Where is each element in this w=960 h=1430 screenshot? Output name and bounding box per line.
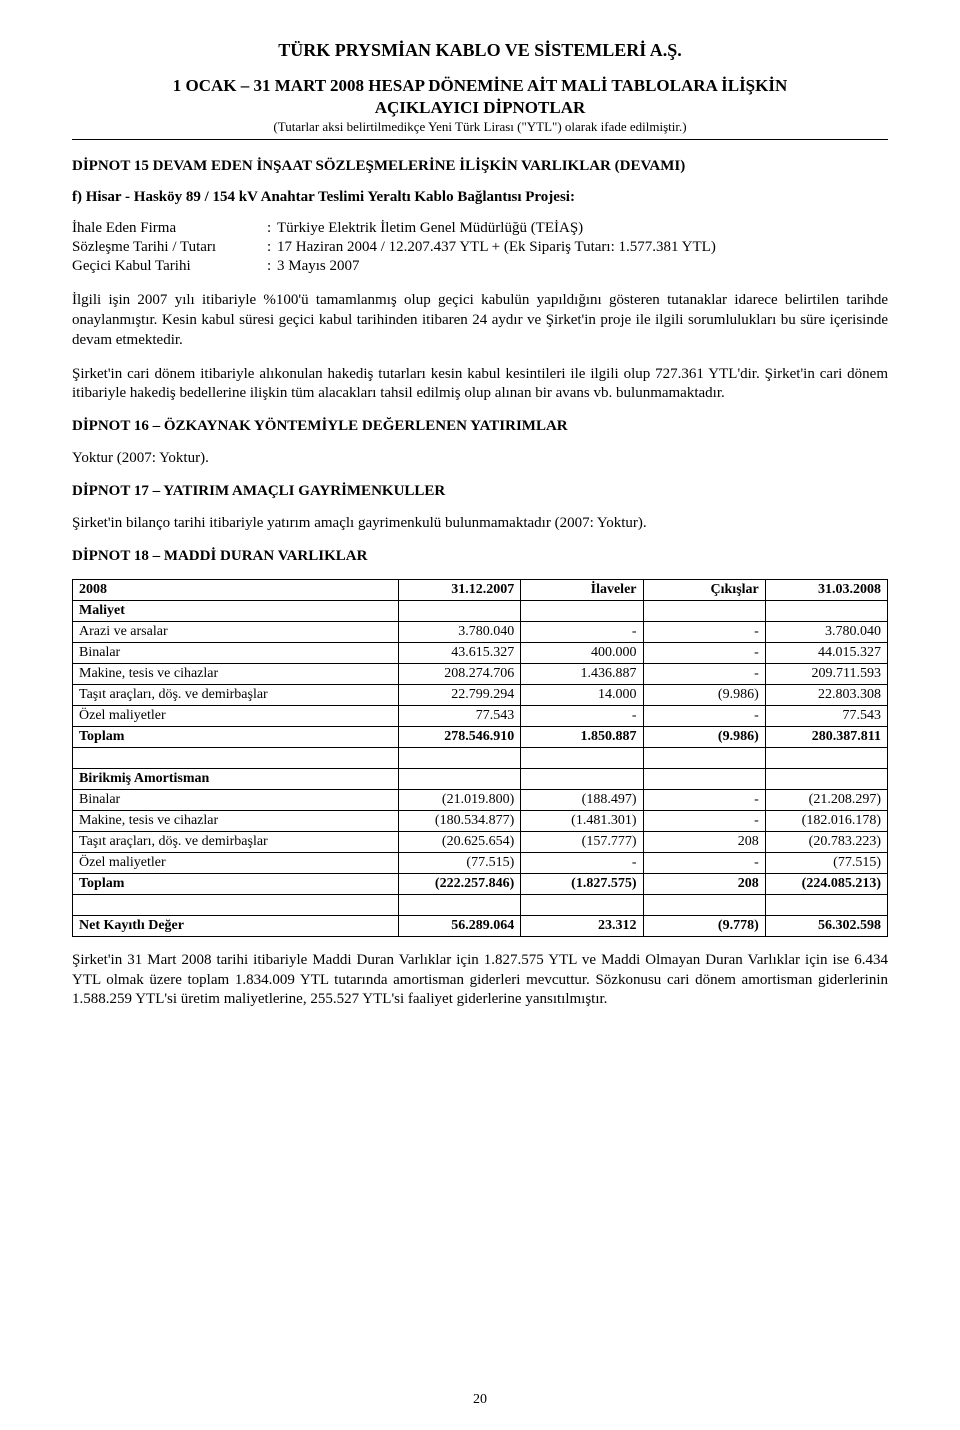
field-value: 17 Haziran 2004 / 12.207.437 YTL + (Ek S… [277,239,888,258]
report-title-2: AÇIKLAYICI DİPNOTLAR [72,97,888,119]
dipnot18-table: 200831.12.2007İlavelerÇıkışlar31.03.2008… [72,579,888,937]
field-colon: : [267,220,277,239]
dipnot16-body: Yoktur (2007: Yoktur). [72,449,888,469]
header-rule [72,139,888,140]
dipnot18-heading: DİPNOT 18 – MADDİ DURAN VARLIKLAR [72,548,888,565]
field-label: Geçici Kabul Tarihi [72,258,267,277]
dipnot15-fields: İhale Eden Firma : Türkiye Elektrik İlet… [72,220,888,277]
dipnot17-body: Şirket'in bilanço tarihi itibariyle yatı… [72,514,888,534]
report-title-1: 1 OCAK – 31 MART 2008 HESAP DÖNEMİNE AİT… [72,75,888,97]
dipnot18-footnote: Şirket'in 31 Mart 2008 tarihi itibariyle… [72,951,888,1010]
report-subnote: (Tutarlar aksi belirtilmedikçe Yeni Türk… [72,119,888,135]
dipnot15-para2: Şirket'in cari dönem itibariyle alıkonul… [72,365,888,405]
dipnot15-heading: DİPNOT 15 DEVAM EDEN İNŞAAT SÖZLEŞMELERİ… [72,158,888,175]
company-title: TÜRK PRYSMİAN KABLO VE SİSTEMLERİ A.Ş. [72,40,888,61]
dipnot17-heading: DİPNOT 17 – YATIRIM AMAÇLI GAYRİMENKULLE… [72,483,888,500]
dipnot15-subsection: f) Hisar - Hasköy 89 / 154 kV Anahtar Te… [72,189,888,206]
dipnot15-para1: İlgili işin 2007 yılı itibariyle %100'ü … [72,291,888,350]
field-label: Sözleşme Tarihi / Tutarı [72,239,267,258]
dipnot16-heading: DİPNOT 16 – ÖZKAYNAK YÖNTEMİYLE DEĞERLEN… [72,418,888,435]
field-colon: : [267,239,277,258]
field-value: 3 Mayıs 2007 [277,258,888,277]
field-value: Türkiye Elektrik İletim Genel Müdürlüğü … [277,220,888,239]
page-number: 20 [0,1392,960,1408]
field-label: İhale Eden Firma [72,220,267,239]
field-colon: : [267,258,277,277]
